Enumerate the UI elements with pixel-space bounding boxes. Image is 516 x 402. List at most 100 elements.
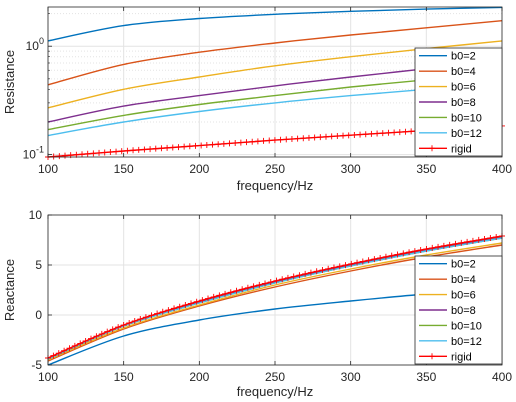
rigid-marker: [307, 269, 314, 276]
rigid-marker: [273, 277, 280, 284]
legend-label: b0=12: [451, 336, 482, 348]
rigid-marker: [237, 139, 244, 146]
rigid-marker: [232, 139, 239, 146]
rigid-marker: [227, 289, 234, 296]
rigid-marker: [222, 290, 229, 297]
legend-label: b0=4: [451, 274, 476, 286]
x-tick-label: 250: [265, 370, 285, 384]
rigid-marker: [244, 284, 251, 291]
rigid-marker: [388, 252, 395, 259]
rigid-marker: [340, 132, 347, 139]
rigid-marker: [345, 132, 352, 139]
rigid-marker: [475, 236, 482, 243]
legend-item: b0=6: [419, 290, 476, 302]
rigid-marker: [313, 268, 320, 275]
rigid-marker: [130, 147, 137, 154]
rigid-marker: [283, 136, 290, 143]
rigid-marker: [109, 326, 116, 333]
rigid-marker: [243, 139, 250, 146]
legend-label: b0=6: [451, 290, 476, 302]
rigid-marker: [216, 292, 223, 299]
rigid-marker: [192, 142, 199, 149]
rigid-marker: [101, 149, 108, 156]
legend-item: b0=8: [419, 305, 476, 317]
legend: b0=2 b0=4 b0=6 b0=8 b0=10 b0=12 rigid: [414, 47, 503, 157]
legend-item: b0=12: [419, 128, 482, 140]
rigid-marker: [175, 144, 182, 151]
rigid-marker: [220, 140, 227, 147]
rigid-marker: [288, 135, 295, 142]
rigid-marker: [406, 249, 413, 256]
legend-marker: [429, 145, 435, 152]
rigid-marker: [348, 260, 355, 267]
rigid-marker: [66, 345, 73, 352]
rigid-marker: [120, 322, 127, 329]
y-axis-label: Resistance: [2, 50, 17, 114]
legend-marker: [429, 353, 435, 360]
rigid-marker: [487, 234, 494, 241]
rigid-marker: [402, 128, 409, 135]
rigid-marker: [226, 140, 233, 147]
rigid-marker: [342, 262, 349, 269]
rigid-marker: [199, 297, 206, 304]
rigid-marker: [148, 312, 155, 319]
rigid-marker: [158, 145, 165, 152]
rigid-marker: [165, 307, 172, 314]
rigid-marker: [464, 238, 471, 245]
rigid-marker: [300, 135, 307, 142]
x-tick-label: 100: [38, 162, 58, 176]
rigid-marker: [271, 137, 278, 144]
rigid-marker: [84, 150, 91, 157]
rigid-marker: [277, 136, 284, 143]
rigid-marker: [452, 240, 459, 247]
rigid-marker: [198, 142, 205, 149]
rigid-marker: [296, 272, 303, 279]
rigid-marker: [249, 138, 256, 145]
rigid-marker: [423, 245, 430, 252]
y-axis-label: Reactance: [2, 259, 17, 321]
legend-item: b0=4: [419, 66, 476, 78]
rigid-marker: [400, 250, 407, 257]
rigid-marker: [135, 146, 142, 153]
rigid-marker: [382, 253, 389, 260]
rigid-marker: [239, 286, 246, 293]
rigid-marker: [408, 128, 415, 135]
rigid-marker: [334, 133, 341, 140]
rigid-marker: [325, 265, 332, 272]
legend-label: rigid: [451, 143, 472, 155]
rigid-marker: [469, 237, 476, 244]
legend-label: b0=10: [451, 320, 482, 332]
y-tick-label: 100: [26, 36, 44, 53]
legend-item: b0=10: [419, 112, 482, 124]
rigid-marker: [98, 330, 105, 337]
rigid-marker: [181, 143, 188, 150]
rigid-marker: [50, 352, 57, 359]
y-tick-base: 10: [23, 148, 37, 162]
rigid-marker: [362, 131, 369, 138]
y-tick-label: -5: [31, 358, 42, 372]
rigid-marker: [374, 130, 381, 137]
rigid-marker: [394, 251, 401, 258]
rigid-marker: [391, 129, 398, 136]
x-tick-label: 400: [492, 162, 512, 176]
x-axis-label: frequency/Hz: [237, 178, 314, 193]
rigid-marker: [379, 130, 386, 137]
rigid-marker: [77, 340, 84, 347]
rigid-marker: [262, 280, 269, 287]
rigid-marker: [104, 328, 111, 335]
rigid-marker: [267, 279, 274, 286]
rigid-marker: [458, 239, 465, 246]
rigid-marker: [357, 131, 364, 138]
legend-label: b0=2: [451, 51, 476, 63]
rigid-marker: [322, 133, 329, 140]
y-tick-label: 0: [35, 308, 42, 322]
legend-label: b0=8: [451, 305, 476, 317]
x-axis-label: frequency/Hz: [237, 384, 314, 399]
legend-item: b0=6: [419, 82, 476, 94]
rigid-marker: [294, 135, 301, 142]
legend-item: rigid: [419, 351, 472, 363]
legend-item: b0=10: [419, 320, 482, 332]
legend-item: b0=2: [419, 259, 476, 271]
rigid-marker: [481, 235, 488, 242]
